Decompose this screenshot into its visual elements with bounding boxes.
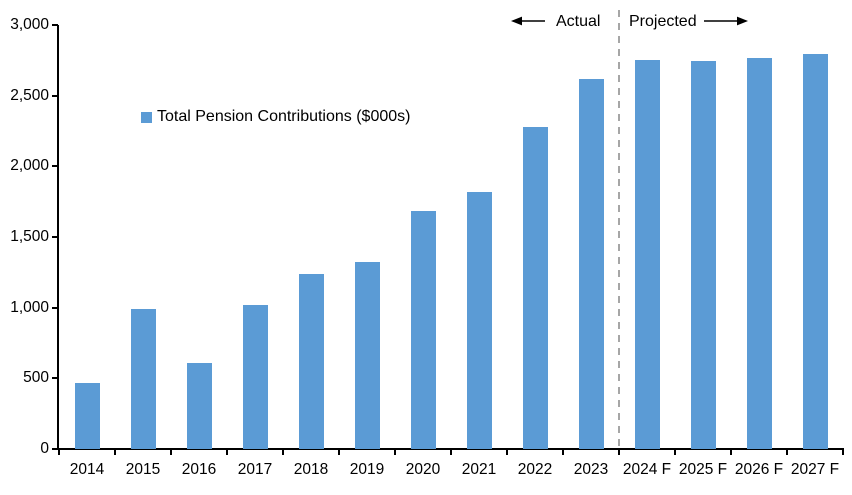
bar-2019 [354, 262, 380, 449]
bar-2014 [74, 382, 100, 449]
y-tick-label: 2,500 [10, 86, 49, 104]
left-arrow-icon [511, 16, 545, 26]
y-tick-label: 0 [40, 440, 49, 457]
y-tick-label: 2,000 [10, 157, 49, 175]
x-tick [58, 450, 60, 455]
bar-2020 [410, 210, 436, 449]
bar-2027-F [802, 53, 828, 449]
x-tick [506, 450, 508, 455]
x-tick-label: 2025 F [678, 461, 728, 478]
bar-2023 [578, 79, 604, 449]
bar-2021 [466, 192, 492, 449]
x-tick [394, 450, 396, 455]
y-tick [52, 448, 58, 450]
x-tick [170, 450, 172, 455]
y-tick [52, 236, 58, 238]
x-tick [562, 450, 564, 455]
x-tick-label: 2018 [293, 461, 329, 478]
y-tick [52, 306, 58, 309]
x-tick-label: 2017 [237, 461, 273, 478]
bar-2024-F [634, 59, 660, 449]
x-tick-label: 2020 [405, 461, 441, 478]
bar-2025-F [690, 61, 716, 449]
projected-label: Projected [629, 13, 697, 30]
x-tick [618, 450, 620, 455]
x-tick-label: 2027 F [790, 461, 840, 478]
bar-2016 [186, 362, 212, 449]
legend-swatch-icon [141, 111, 152, 123]
x-tick-label: 2019 [349, 461, 385, 478]
actual-label: Actual [556, 13, 601, 30]
x-tick [450, 450, 452, 455]
y-axis-line [57, 25, 59, 450]
x-tick-label: 2026 F [734, 461, 784, 478]
x-tick-label: 2015 [125, 461, 161, 478]
bar-2022 [522, 126, 548, 449]
x-tick [114, 450, 116, 455]
legend-label: Total Pension Contributions ($000s) [157, 108, 411, 125]
x-tick [282, 450, 284, 455]
y-tick [52, 94, 58, 97]
bar-2026-F [746, 57, 772, 449]
x-tick [674, 450, 676, 455]
y-tick [52, 377, 58, 380]
x-tick-label: 2021 [461, 461, 497, 478]
y-tick-label: 500 [23, 369, 49, 387]
x-tick [730, 450, 732, 455]
x-tick [226, 450, 228, 455]
plot-area [59, 25, 843, 449]
actual-projected-divider [618, 10, 620, 449]
bar-2017 [242, 304, 268, 449]
x-tick [338, 450, 340, 455]
x-tick-label: 2024 F [622, 461, 672, 478]
y-tick-label: 1,500 [10, 228, 49, 245]
y-tick [52, 165, 58, 168]
x-axis-line [57, 448, 844, 450]
bar-2018 [298, 274, 324, 449]
legend: Total Pension Contributions ($000s) [141, 108, 410, 126]
y-tick-label: 3,000 [10, 16, 49, 33]
right-arrow-icon [704, 16, 748, 26]
x-tick-label: 2014 [69, 461, 105, 478]
y-tick-label: 1,000 [10, 298, 49, 316]
x-tick-label: 2023 [573, 461, 609, 478]
x-tick-label: 2022 [517, 461, 553, 478]
y-tick [52, 24, 58, 26]
bar-2015 [130, 309, 156, 449]
x-tick [842, 450, 844, 455]
x-tick-label: 2016 [181, 461, 217, 478]
x-tick [786, 450, 788, 455]
